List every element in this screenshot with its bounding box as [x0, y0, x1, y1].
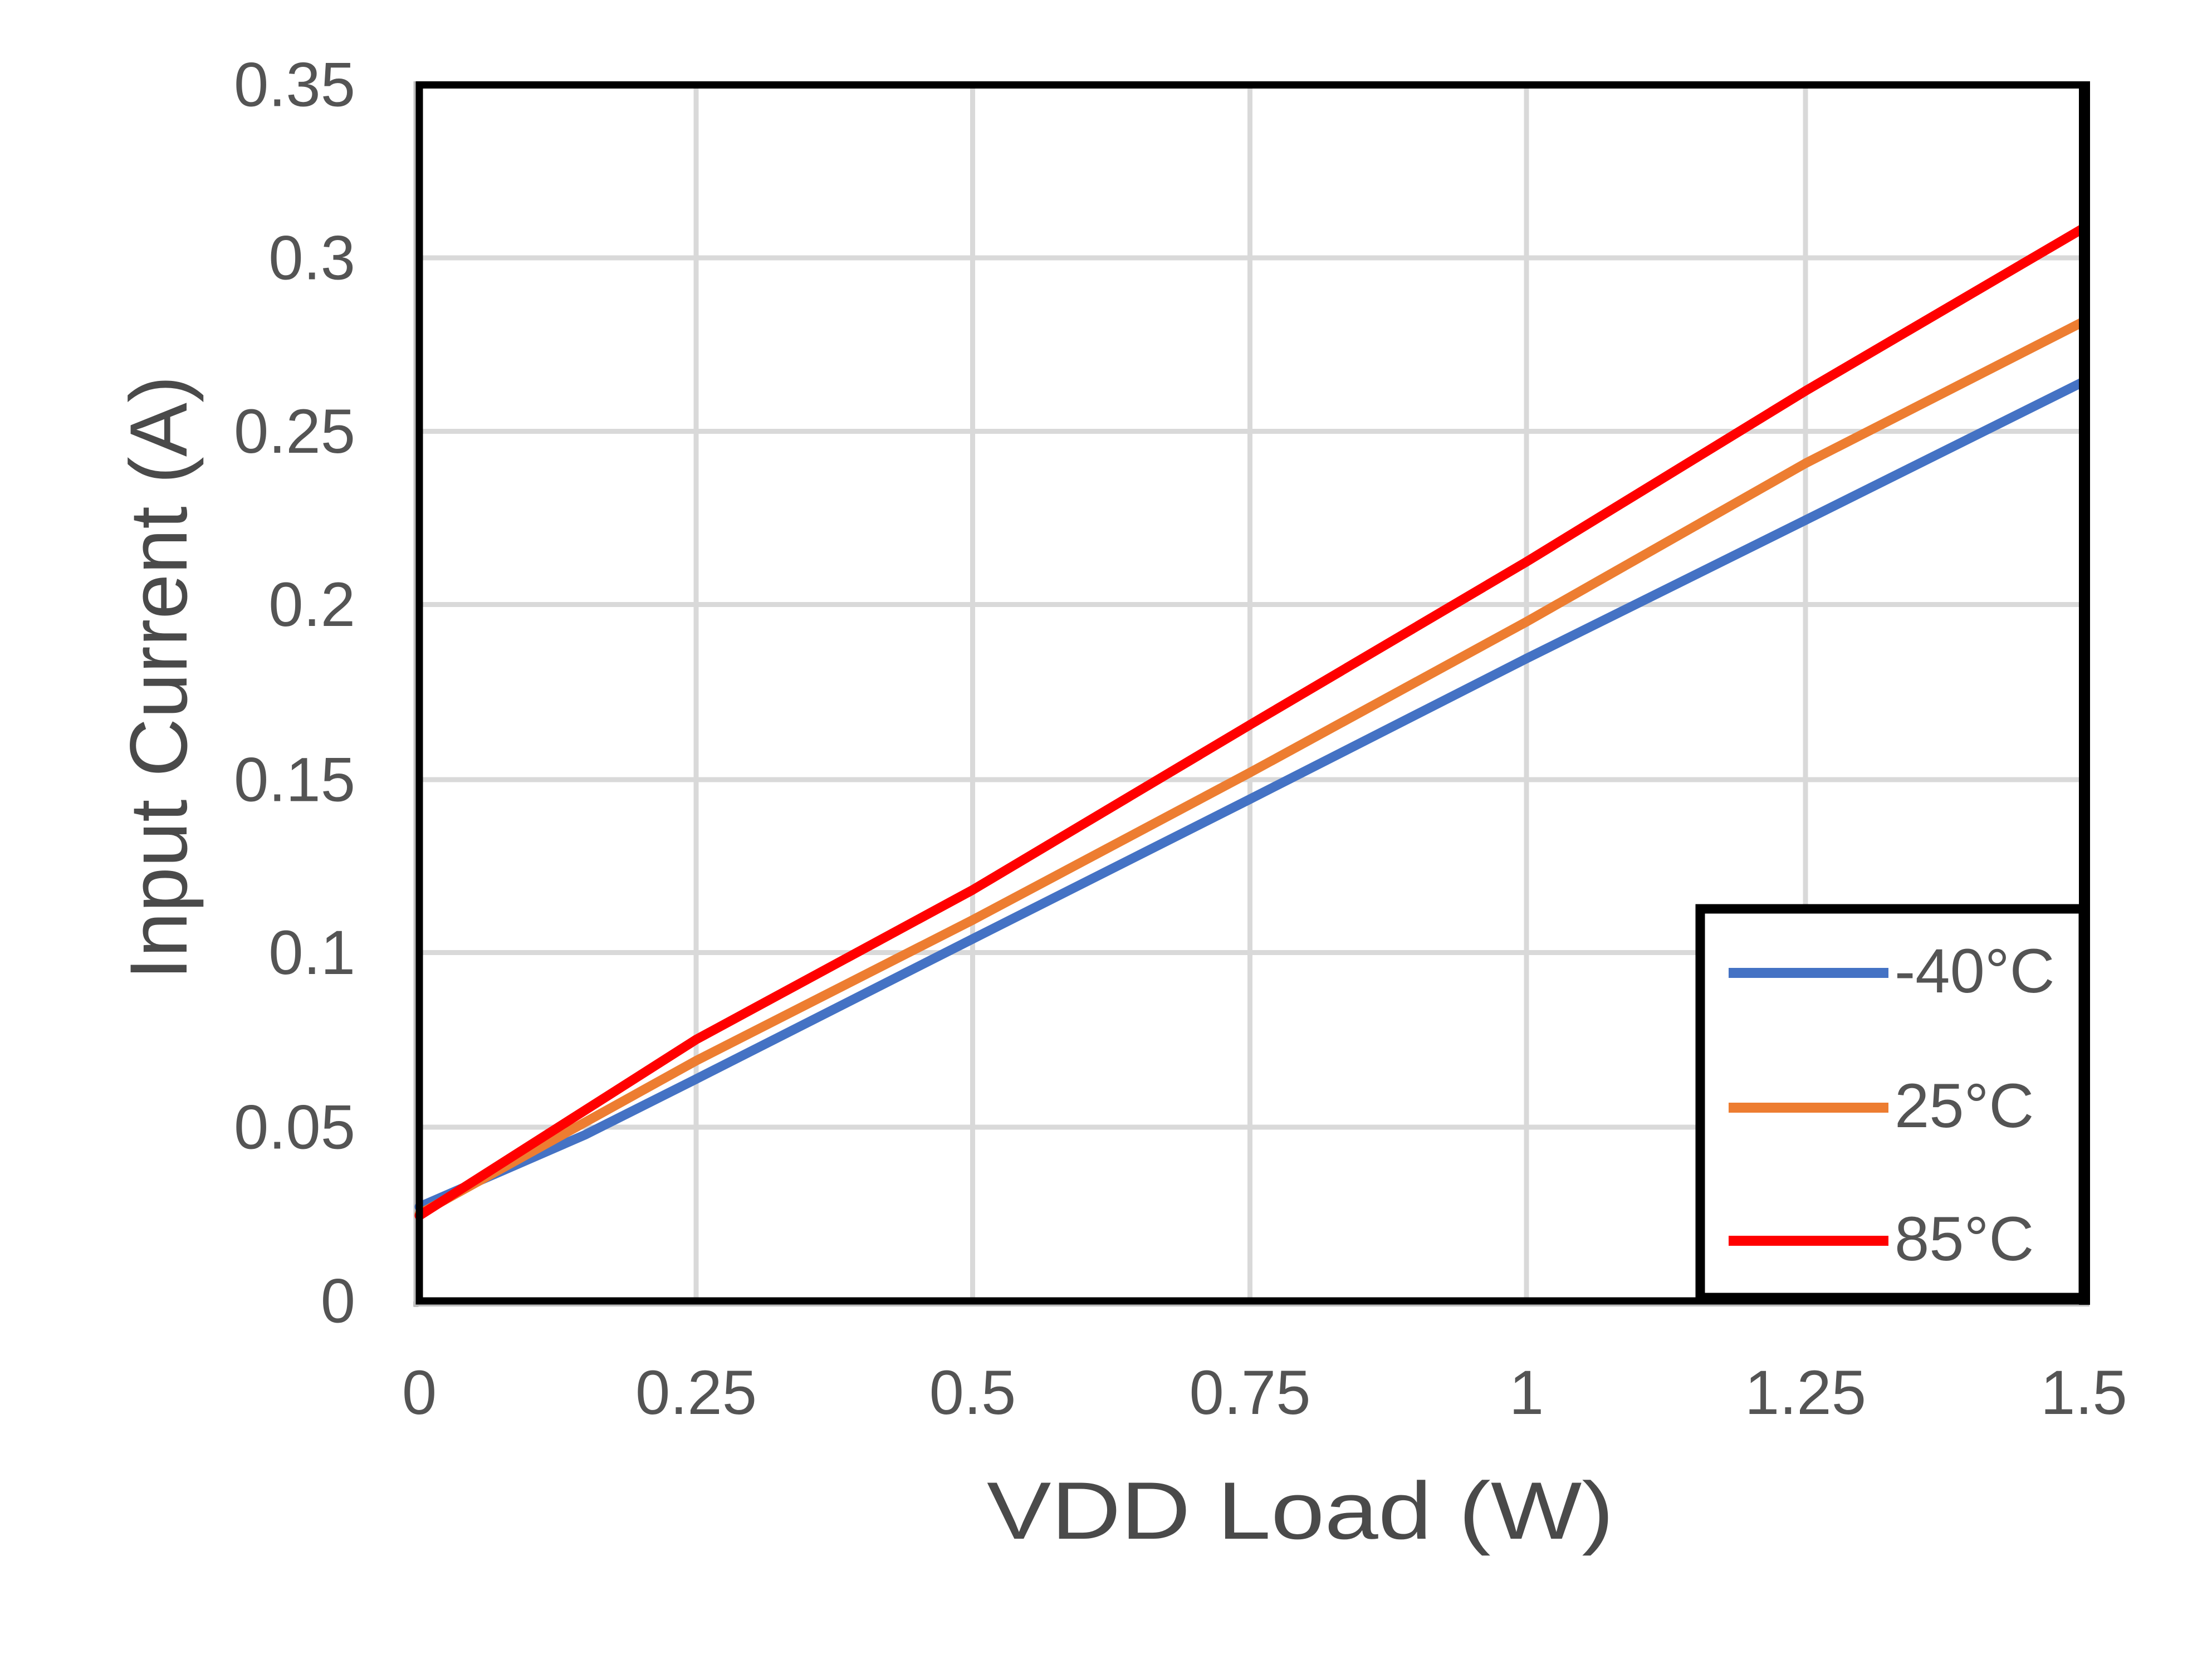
svg-text:85°C: 85°C [1895, 1204, 2034, 1274]
svg-text:1.5: 1.5 [2040, 1358, 2127, 1427]
svg-text:0.05: 0.05 [234, 1092, 355, 1162]
svg-text:0.2: 0.2 [268, 570, 355, 639]
svg-text:25°C: 25°C [1895, 1071, 2034, 1141]
svg-text:1: 1 [1509, 1358, 1544, 1427]
svg-text:Input Current (A): Input Current (A) [113, 376, 204, 980]
svg-text:0.3: 0.3 [268, 223, 355, 292]
svg-text:-40°C: -40°C [1895, 936, 2055, 1006]
svg-text:0.25: 0.25 [234, 397, 355, 466]
svg-text:0.25: 0.25 [635, 1358, 757, 1427]
svg-text:0: 0 [321, 1266, 355, 1335]
svg-text:0.5: 0.5 [929, 1358, 1016, 1427]
svg-text:1.25: 1.25 [1745, 1358, 1866, 1427]
svg-text:VDD Load (W): VDD Load (W) [987, 1465, 1614, 1556]
svg-text:0: 0 [402, 1358, 437, 1427]
svg-text:0.35: 0.35 [234, 50, 355, 119]
svg-text:0.1: 0.1 [268, 918, 355, 987]
svg-text:0.75: 0.75 [1190, 1358, 1311, 1427]
svg-text:0.15: 0.15 [234, 745, 355, 814]
